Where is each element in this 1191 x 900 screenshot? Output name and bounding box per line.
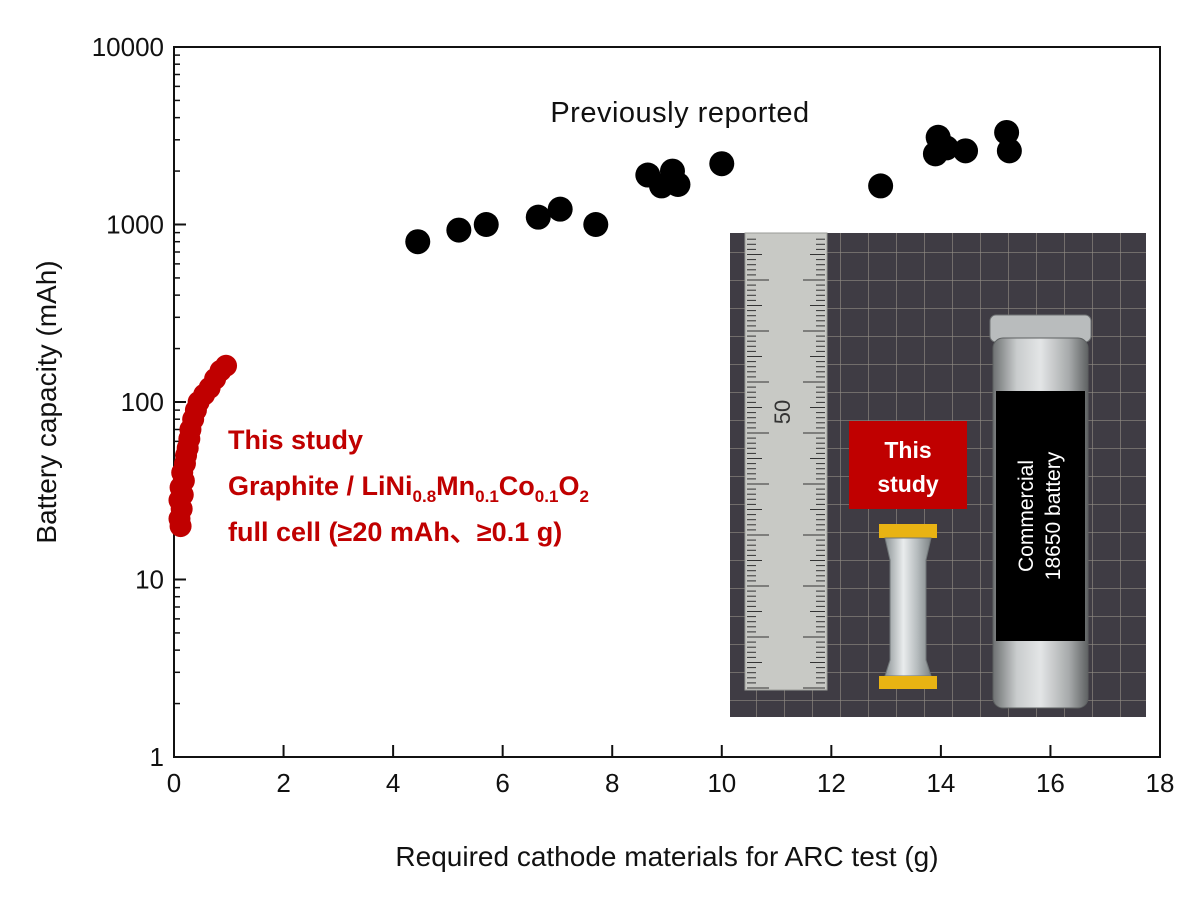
data-point [709,151,735,177]
ruler: 50 [744,232,828,691]
y-axis-ticks: 1 10 100 1000 10000 [92,32,186,772]
x-axis-title: Required cathode materials for ARC test … [395,841,938,872]
ruler-50-label: 50 [770,400,795,424]
data-point [215,354,238,377]
data-point [994,119,1020,145]
data-point [665,172,691,198]
data-point [473,212,499,237]
x-tick-label: 14 [926,768,955,798]
pouch-cell [879,524,937,689]
x-tick-label: 10 [707,768,736,798]
data-point [953,138,979,164]
y-tick-label: 1 [150,742,164,772]
data-point [996,138,1022,164]
data-point [446,217,472,243]
y-tick-label: 10000 [92,32,164,62]
x-tick-label: 4 [386,768,400,798]
x-tick-label: 12 [817,768,846,798]
inset-photo: 50 This study Commercial 18650 battery [730,232,1146,717]
data-point [525,204,551,230]
y-tick-label: 100 [121,387,164,417]
annotation-this-study: This study [228,425,363,455]
this-study-label-box [849,421,967,509]
x-tick-label: 8 [605,768,619,798]
x-tick-label: 6 [495,768,509,798]
this-study-label-line2: study [877,471,939,497]
y-tick-label: 10 [135,565,164,595]
series-previously-reported [405,119,1022,255]
data-point [583,212,609,237]
x-axis-ticks: 0 2 4 6 8 10 12 14 16 18 [167,745,1175,798]
annotation-previously-reported: Previously reported [550,97,809,129]
x-tick-label: 16 [1036,768,1065,798]
series-this-study [168,354,238,538]
annotation-full-cell: full cell (≥20 mAh、≥0.1 g) [228,517,562,547]
annotation-cell-chemistry: Graphite / LiNi0.8Mn0.1Co0.1O2 [228,471,589,506]
commercial-label-line2: 18650 battery [1042,451,1065,580]
x-tick-label: 18 [1146,768,1175,798]
data-point [868,173,894,199]
x-tick-label: 0 [167,768,181,798]
data-point [405,229,431,255]
cylindrical-battery: Commercial 18650 battery [989,314,1092,709]
data-point [933,135,959,161]
y-tick-label: 1000 [106,210,164,240]
commercial-label-line1: Commercial [1015,460,1038,572]
x-tick-label: 2 [276,768,290,798]
data-point [547,196,573,222]
y-axis-title: Battery capacity (mAh) [31,260,62,543]
this-study-label-line1: This [884,437,931,463]
